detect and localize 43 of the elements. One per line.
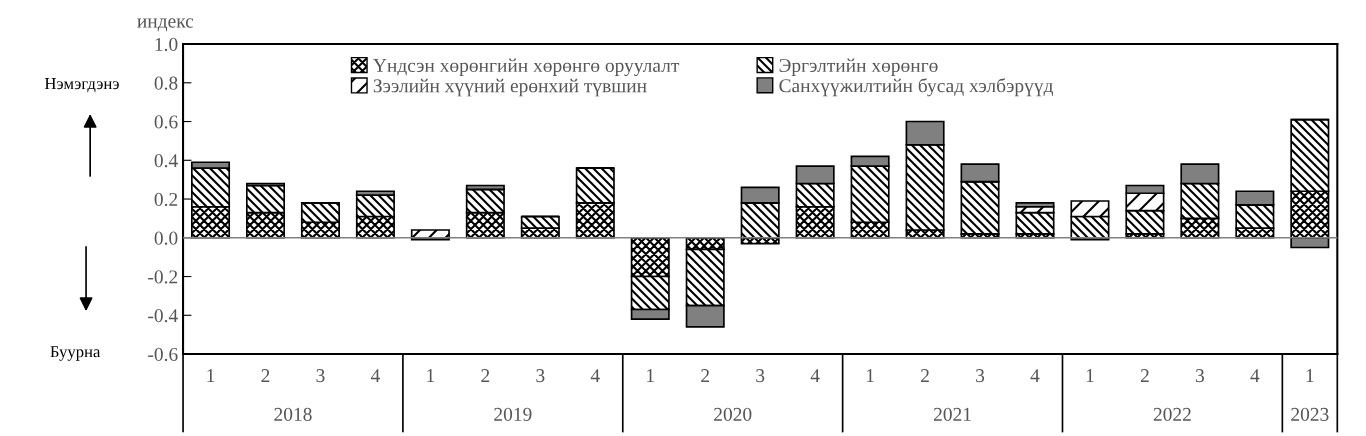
legend-label: Үндсэн хөрөнгийн хөрөнгө оруулалт	[373, 58, 680, 77]
x-tick-label: 3	[756, 369, 765, 383]
text: 2019	[494, 407, 532, 421]
x-tick-label: 2	[1140, 369, 1149, 382]
x-tick-label: 2	[261, 369, 270, 382]
x-tick-label: 1	[427, 369, 435, 382]
text: 2021	[933, 407, 971, 421]
x-tick-label: 1	[647, 369, 654, 382]
y-tick-label: 0.4	[154, 154, 178, 168]
x-tick-label: 4	[370, 369, 380, 382]
x-tick-label: 1	[207, 369, 215, 382]
text: 2022	[1153, 407, 1191, 421]
text: 2023	[1291, 407, 1329, 421]
legend-label: Санхүүжилтийн бусад хэлбэрүүд	[779, 78, 1054, 97]
x-tick-label: 3	[1195, 369, 1204, 383]
y-tick-label: -0.2	[148, 270, 178, 284]
x-tick-label: 1	[1086, 369, 1094, 382]
x-tick-label: 3	[316, 369, 325, 383]
y-tick-label: 0.2	[154, 192, 178, 207]
legend-label: Эргэлтийн хөрөнгө	[779, 58, 938, 76]
x-tick-label: 2	[481, 369, 490, 382]
x-tick-label: 1	[866, 369, 874, 382]
x-tick-label: 4	[1030, 369, 1040, 382]
x-tick-label: 4	[810, 369, 820, 382]
legend-label: Зээлийн хүүний ерөнхий түвшин	[373, 78, 647, 97]
text: Нэмэгдэнэ	[44, 78, 119, 93]
y-tick-label: 0.6	[154, 115, 178, 129]
text: Буурна	[50, 346, 101, 361]
x-tick-label: 3	[536, 369, 545, 383]
y-tick-label: 0.8	[154, 76, 178, 90]
x-tick-label: 2	[701, 369, 709, 382]
y-tick-label: 0.0	[154, 231, 178, 245]
x-tick-label: 4	[1250, 369, 1260, 382]
y-tick-label: -0.4	[148, 309, 178, 323]
y-tick-label: -0.6	[148, 347, 178, 362]
y-axis-title: индекс	[137, 18, 194, 32]
x-tick-label: 3	[976, 369, 985, 383]
x-tick-label: 1	[1306, 369, 1314, 382]
y-tick-label: 1.0	[155, 37, 178, 52]
x-tick-label: 2	[921, 369, 929, 382]
text: 2018	[274, 407, 312, 421]
text: 2020	[714, 407, 752, 421]
x-tick-label: 4	[590, 369, 600, 382]
